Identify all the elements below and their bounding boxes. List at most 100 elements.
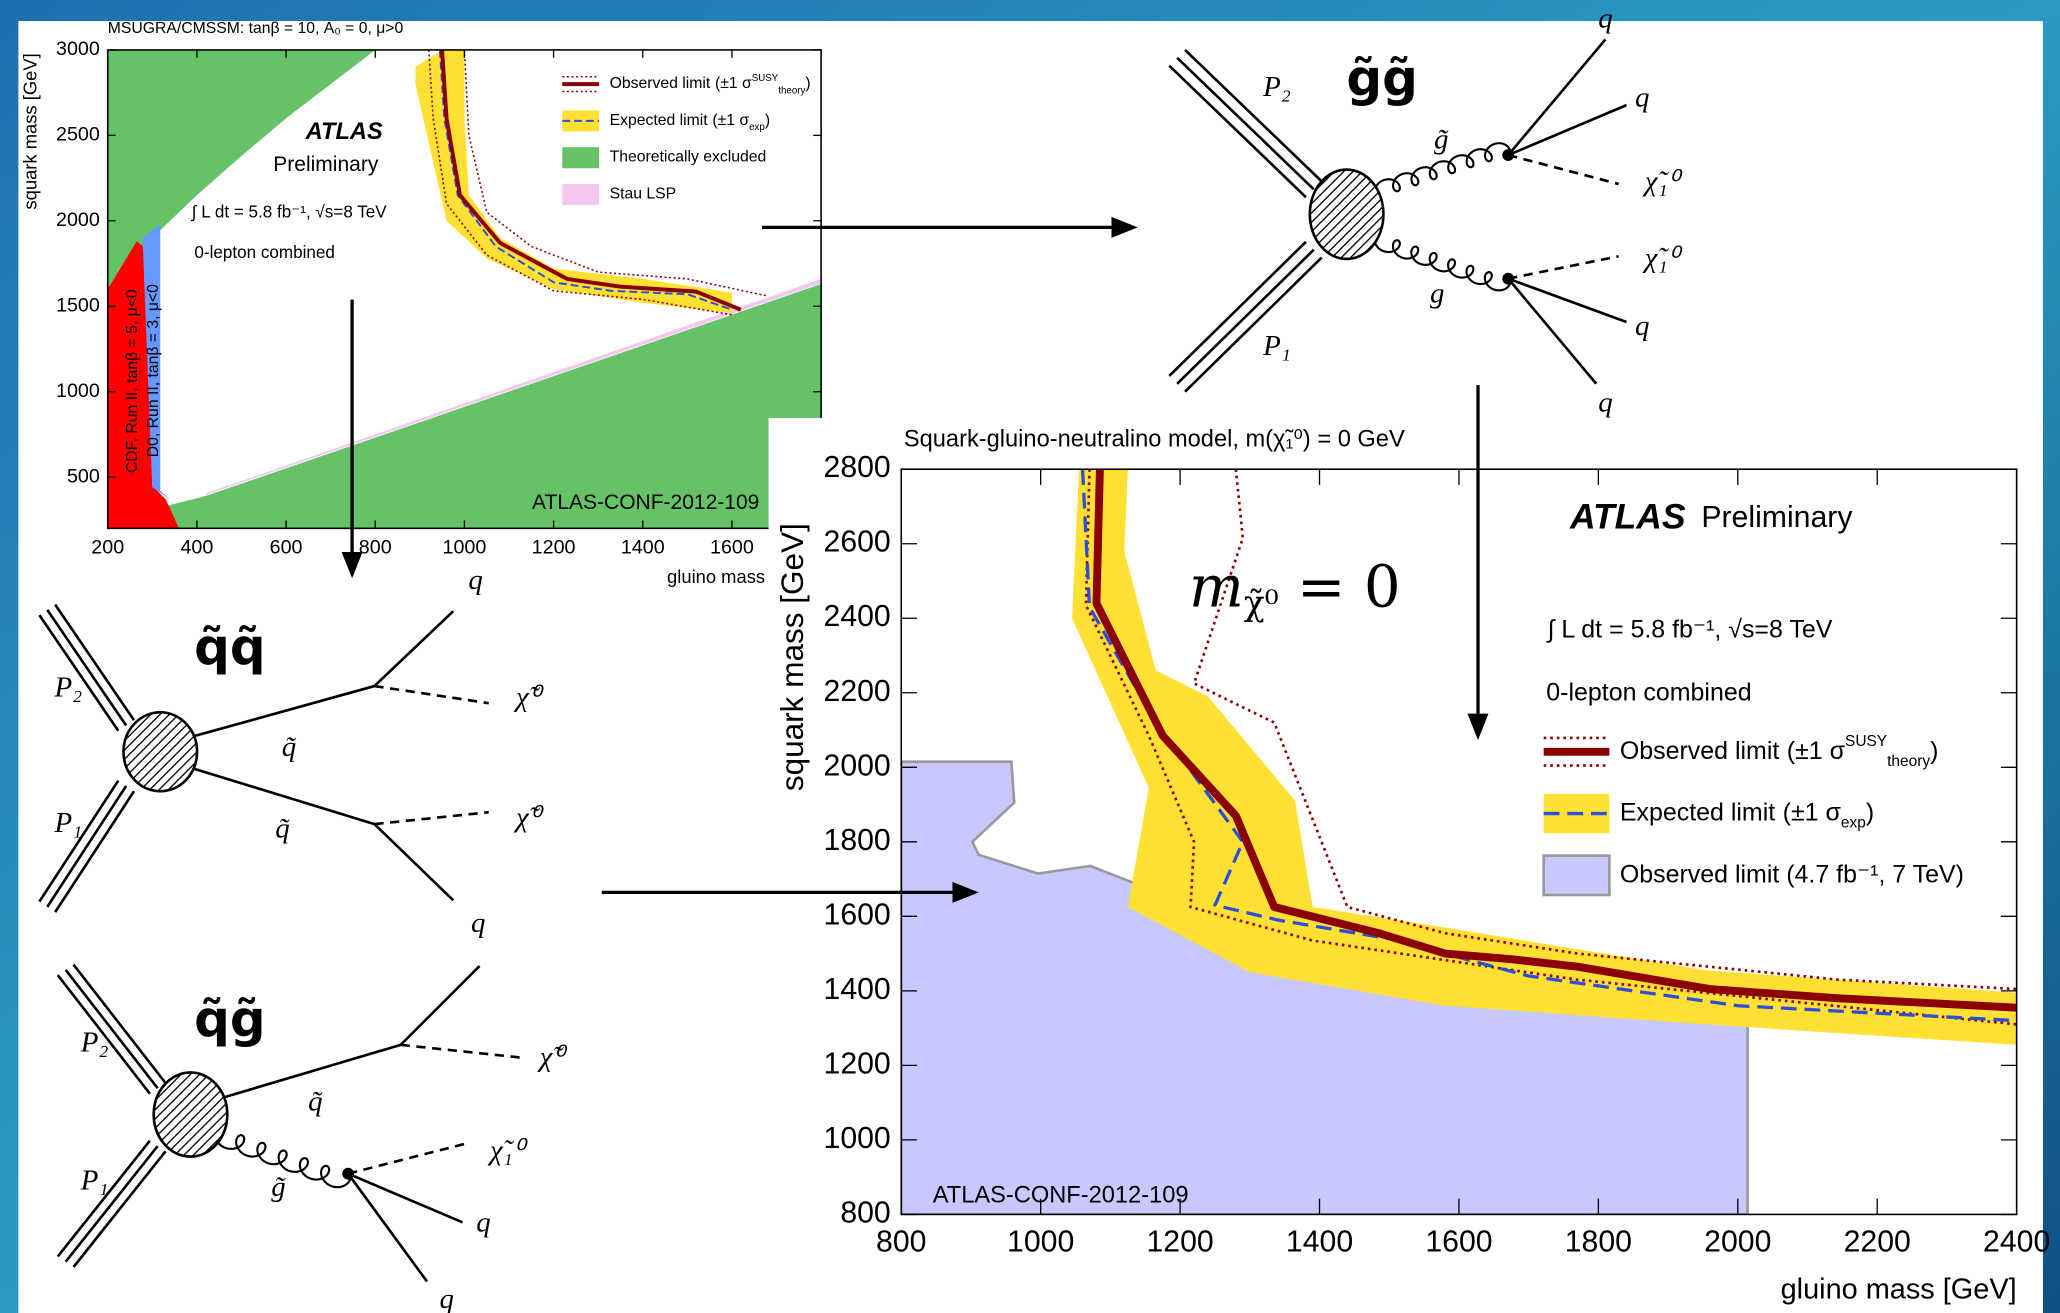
annotation: mχ̃⁰ = 0: [1189, 552, 1401, 623]
x-tick-label: 1400: [1286, 1225, 1353, 1258]
diagram-label: q: [1635, 82, 1649, 114]
y-tick-label: 1400: [824, 973, 891, 1006]
luminosity: ∫ L dt = 5.8 fb⁻¹, √s=8 TeV: [1546, 615, 1833, 643]
y-label: squark mass [GeV]: [19, 53, 40, 209]
diagram-label: χ̃⁰: [513, 802, 545, 834]
reference: ATLAS-CONF-2012-109: [532, 491, 759, 514]
diagram-label: χ̃₁⁰: [1642, 166, 1684, 198]
selection: 0-lepton combined: [194, 243, 334, 262]
diagram-label: g: [1430, 277, 1444, 309]
diagram-label: q: [439, 1283, 453, 1313]
status: Preliminary: [1701, 501, 1853, 534]
x-tick-label: 1400: [621, 536, 665, 558]
x-tick-label: 1200: [1146, 1225, 1213, 1258]
y-tick-label: 2800: [824, 451, 891, 484]
diagram-label: P₁: [1262, 330, 1291, 362]
header: MSUGRA/CMSSM: tanβ = 10, A₀ = 0, μ>0: [108, 20, 404, 37]
legend-swatch: [1544, 856, 1610, 895]
luminosity: ∫ L dt = 5.8 fb⁻¹, √s=8 TeV: [191, 202, 387, 221]
legend-name: Theoretically excluded: [610, 149, 767, 166]
legend-label: Theoretically excluded: [610, 149, 767, 166]
annotation-part: = 0: [1279, 552, 1401, 620]
legend-name: Observed limit: [1620, 736, 1780, 764]
legend-name: Expected limit: [610, 112, 709, 129]
legend-sigma: (±1 σ: [715, 75, 752, 92]
x-tick-label: 1000: [1007, 1225, 1074, 1258]
vertex: [1502, 149, 1514, 161]
diagram-label: q: [1635, 310, 1649, 342]
y-label: squark mass [GeV]: [774, 523, 810, 791]
region-label: D0, Run II, tanβ = 3, μ<0: [145, 284, 162, 457]
diagram-label: q: [471, 907, 485, 939]
y-tick-label: 3000: [56, 38, 100, 60]
diagram-label: P₂: [80, 1027, 109, 1059]
diagram-label: q: [468, 564, 482, 596]
diagram-label: χ̃⁰: [537, 1041, 569, 1073]
diagram-label: q: [476, 1207, 490, 1239]
legend-sigma: ): [805, 75, 810, 92]
legend-sigma: ): [1930, 736, 1938, 764]
legend-name: Stau LSP: [610, 186, 677, 203]
diagram-label: χ̃₁⁰: [1642, 242, 1684, 274]
legend-sigma: (±1 σ: [1787, 736, 1846, 764]
x-tick-label: 1200: [532, 536, 576, 558]
x-tick-label: 800: [359, 536, 392, 558]
diagram-label: q̃: [275, 812, 290, 844]
legend-sigma: exp: [1841, 815, 1866, 832]
y-tick-label: 1500: [56, 294, 100, 316]
y-tick-label: 800: [840, 1196, 890, 1229]
legend-sigma: exp: [749, 122, 765, 133]
diagram-label: q̃: [308, 1086, 323, 1118]
legend-name: Observed limit (4.7 fb⁻¹, 7 TeV): [1620, 860, 1964, 888]
diagram-label: χ̃⁰: [513, 681, 545, 713]
diagram-label: P₁: [80, 1165, 109, 1197]
page: {"chart_data": [ {"type": "line", "heade…: [0, 0, 2060, 1313]
y-tick-label: 1200: [824, 1047, 891, 1080]
diagram-label: P₂: [53, 672, 82, 704]
experiment: ATLAS: [305, 119, 383, 145]
y-tick-label: 1600: [824, 898, 891, 931]
x-tick-label: 400: [180, 536, 213, 558]
y-tick-label: 2500: [56, 124, 100, 146]
vertex: [342, 1168, 354, 1180]
experiment: ATLAS: [1569, 497, 1686, 537]
diagram-title: g̃g̃: [1346, 49, 1417, 107]
title: Squark-gluino-neutralino model, m(χ̃₁⁰) …: [904, 427, 1405, 453]
y-tick-label: 2400: [824, 600, 891, 633]
x-label: gluino mass [GeV]: [1781, 1273, 2017, 1305]
diagram-label: P₁: [53, 807, 82, 839]
diagram-title: q̃q̃: [194, 618, 265, 676]
x-tick-label: 600: [270, 536, 303, 558]
legend-sigma: theory: [1887, 753, 1930, 770]
diagram-label: q: [1598, 3, 1612, 35]
blob: [123, 712, 197, 791]
legend-swatch: [562, 184, 599, 205]
y-tick-label: 1000: [824, 1122, 891, 1155]
y-tick-label: 1800: [824, 824, 891, 857]
legend-sigma: theory: [778, 85, 805, 96]
y-tick-label: 1000: [56, 380, 100, 402]
diagram-label: g̃: [1434, 124, 1449, 156]
legend-sigma: SUSY: [1845, 733, 1887, 750]
legend-swatch: [562, 147, 599, 168]
legend-name: Expected limit: [1620, 798, 1775, 826]
region-label: CDF, Run II, tanβ = 5, μ<0: [124, 289, 141, 473]
x-tick-label: 1800: [1565, 1225, 1632, 1258]
x-tick-label: 2400: [1983, 1225, 2050, 1258]
y-tick-label: 2200: [824, 675, 891, 708]
diagram-label: q: [1598, 386, 1612, 418]
legend-name: Observed limit: [610, 75, 711, 92]
legend-sigma: (±1 σ: [712, 112, 749, 129]
reference: ATLAS-CONF-2012-109: [933, 1182, 1189, 1208]
blob: [154, 1072, 228, 1156]
legend-sigma: (±1 σ: [1783, 798, 1842, 826]
selection: 0-lepton combined: [1546, 679, 1751, 707]
legend-sigma: SUSY: [752, 72, 779, 83]
x-tick-label: 1000: [443, 536, 487, 558]
slide: CDF, Run II, tanβ = 5, μ<0D0, Run II, ta…: [0, 0, 2060, 1313]
annotation-part: χ̃⁰: [1244, 584, 1279, 624]
diagram-label: χ̃₁⁰: [487, 1134, 529, 1166]
x-tick-label: 1600: [1425, 1225, 1492, 1258]
x-tick-label: 2200: [1844, 1225, 1911, 1258]
x-tick-label: 200: [91, 536, 124, 558]
